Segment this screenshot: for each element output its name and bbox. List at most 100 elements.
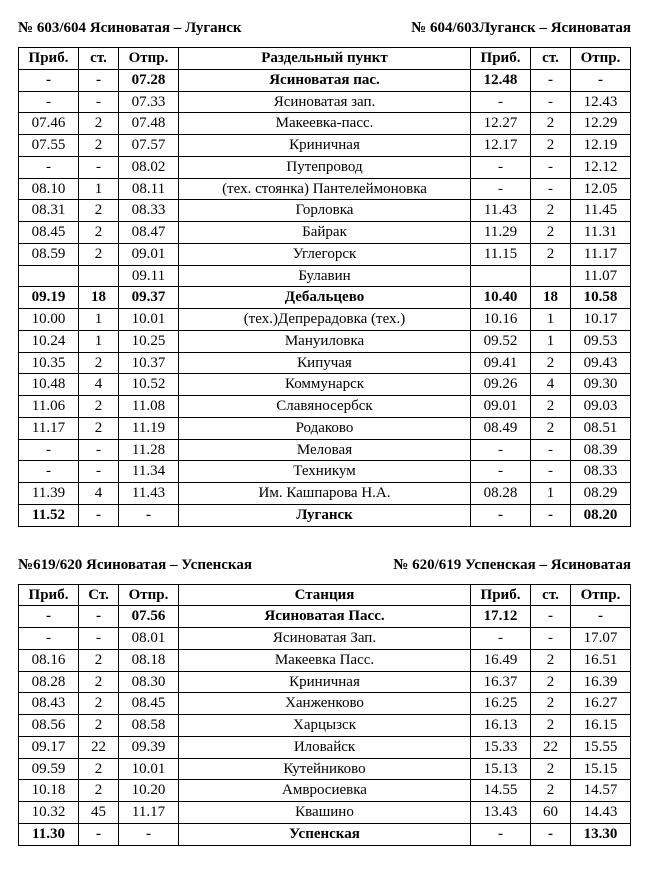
cell: 08.33 [119, 200, 179, 222]
cell: 10.20 [119, 780, 179, 802]
cell: 2 [79, 715, 119, 737]
cell: 15.55 [571, 736, 631, 758]
cell: Горловка [179, 200, 471, 222]
cell: 16.27 [571, 693, 631, 715]
route-title-right-2: № 620/619 Успенская – Ясиноватая [393, 557, 631, 574]
cell: 4 [79, 374, 119, 396]
cell: (тех.)Депрерадовка (тех.) [179, 309, 471, 331]
cell: Криничная [179, 135, 471, 157]
cell: - [471, 156, 531, 178]
cell: 2 [531, 396, 571, 418]
cell: 11.34 [119, 461, 179, 483]
cell: 10.40 [471, 287, 531, 309]
cell: 2 [79, 417, 119, 439]
cell: 2 [531, 200, 571, 222]
cell: 11.30 [19, 823, 79, 845]
route-title-right-1: № 604/603Луганск – Ясиноватая [411, 20, 631, 37]
col-arrival-r: Приб. [471, 48, 531, 70]
table-row: 08.16208.18Макеевка Пасс.16.49216.51 [19, 649, 631, 671]
cell: Кипучая [179, 352, 471, 374]
table-row: 11.52--Луганск--08.20 [19, 504, 631, 526]
cell: - [79, 91, 119, 113]
cell: 16.15 [571, 715, 631, 737]
cell: 07.33 [119, 91, 179, 113]
cell: Ясиноватая пас. [179, 69, 471, 91]
cell: - [571, 69, 631, 91]
cell [471, 265, 531, 287]
cell: - [19, 91, 79, 113]
cell: 2 [79, 671, 119, 693]
cell: 13.43 [471, 802, 531, 824]
cell: Ясиноватая зап. [179, 91, 471, 113]
cell: - [531, 606, 571, 628]
table-row: 08.31208.33Горловка11.43211.45 [19, 200, 631, 222]
table-row: --07.33Ясиноватая зап.--12.43 [19, 91, 631, 113]
col-arrival-r: Приб. [471, 584, 531, 606]
cell: 11.06 [19, 396, 79, 418]
cell: 11.19 [119, 417, 179, 439]
cell: 10.25 [119, 330, 179, 352]
cell: Кутейниково [179, 758, 471, 780]
cell: 13.30 [571, 823, 631, 845]
cell: 08.01 [119, 628, 179, 650]
cell: - [471, 461, 531, 483]
table-row: --08.02Путепровод--12.12 [19, 156, 631, 178]
cell: - [531, 91, 571, 113]
cell: 11.31 [571, 222, 631, 244]
cell: 09.01 [471, 396, 531, 418]
col-arrival: Приб. [19, 584, 79, 606]
cell: 2 [531, 222, 571, 244]
cell: Макеевка Пасс. [179, 649, 471, 671]
cell: 11.17 [119, 802, 179, 824]
cell: 2 [79, 135, 119, 157]
table-header-row: Приб. ст. Отпр. Раздельный пункт Приб. с… [19, 48, 631, 70]
cell: 10.58 [571, 287, 631, 309]
cell: 2 [531, 243, 571, 265]
col-departure-r: Отпр. [571, 584, 631, 606]
cell: 10.35 [19, 352, 79, 374]
cell: (тех. стоянка) Пантелеймоновка [179, 178, 471, 200]
cell: - [19, 628, 79, 650]
cell: 2 [531, 715, 571, 737]
cell: - [471, 91, 531, 113]
cell: - [471, 823, 531, 845]
table-row: 09.191809.37Дебальцево10.401810.58 [19, 287, 631, 309]
cell: 1 [79, 309, 119, 331]
cell: 1 [531, 483, 571, 505]
route-title-left-2: №619/620 Ясиноватая – Успенская [18, 557, 252, 574]
cell: 08.43 [19, 693, 79, 715]
table-row: 07.55207.57Криничная12.17212.19 [19, 135, 631, 157]
cell: 07.28 [119, 69, 179, 91]
cell: 16.13 [471, 715, 531, 737]
table-row: 10.324511.17Квашино13.436014.43 [19, 802, 631, 824]
cell: Байрак [179, 222, 471, 244]
cell: 16.49 [471, 649, 531, 671]
cell: Родаково [179, 417, 471, 439]
cell: 11.17 [571, 243, 631, 265]
cell: 1 [79, 178, 119, 200]
col-stop-r: ст. [531, 584, 571, 606]
cell: Луганск [179, 504, 471, 526]
cell: 16.37 [471, 671, 531, 693]
col-arrival: Приб. [19, 48, 79, 70]
cell: 08.56 [19, 715, 79, 737]
cell: 2 [79, 222, 119, 244]
cell: 08.45 [119, 693, 179, 715]
table-row: 08.59209.01Углегорск11.15211.17 [19, 243, 631, 265]
cell: 10.48 [19, 374, 79, 396]
cell: 10.16 [471, 309, 531, 331]
cell: 08.18 [119, 649, 179, 671]
cell: 14.43 [571, 802, 631, 824]
cell: 16.25 [471, 693, 531, 715]
cell: 08.20 [571, 504, 631, 526]
cell: Техникум [179, 461, 471, 483]
table-row: 08.43208.45Ханженково16.25216.27 [19, 693, 631, 715]
cell: 09.11 [119, 265, 179, 287]
cell: 10.00 [19, 309, 79, 331]
cell: 14.55 [471, 780, 531, 802]
cell: - [471, 504, 531, 526]
cell: 07.48 [119, 113, 179, 135]
cell: - [531, 156, 571, 178]
cell: - [79, 504, 119, 526]
timetable-2: Приб. Ст. Отпр. Станция Приб. ст. Отпр. … [18, 584, 631, 846]
